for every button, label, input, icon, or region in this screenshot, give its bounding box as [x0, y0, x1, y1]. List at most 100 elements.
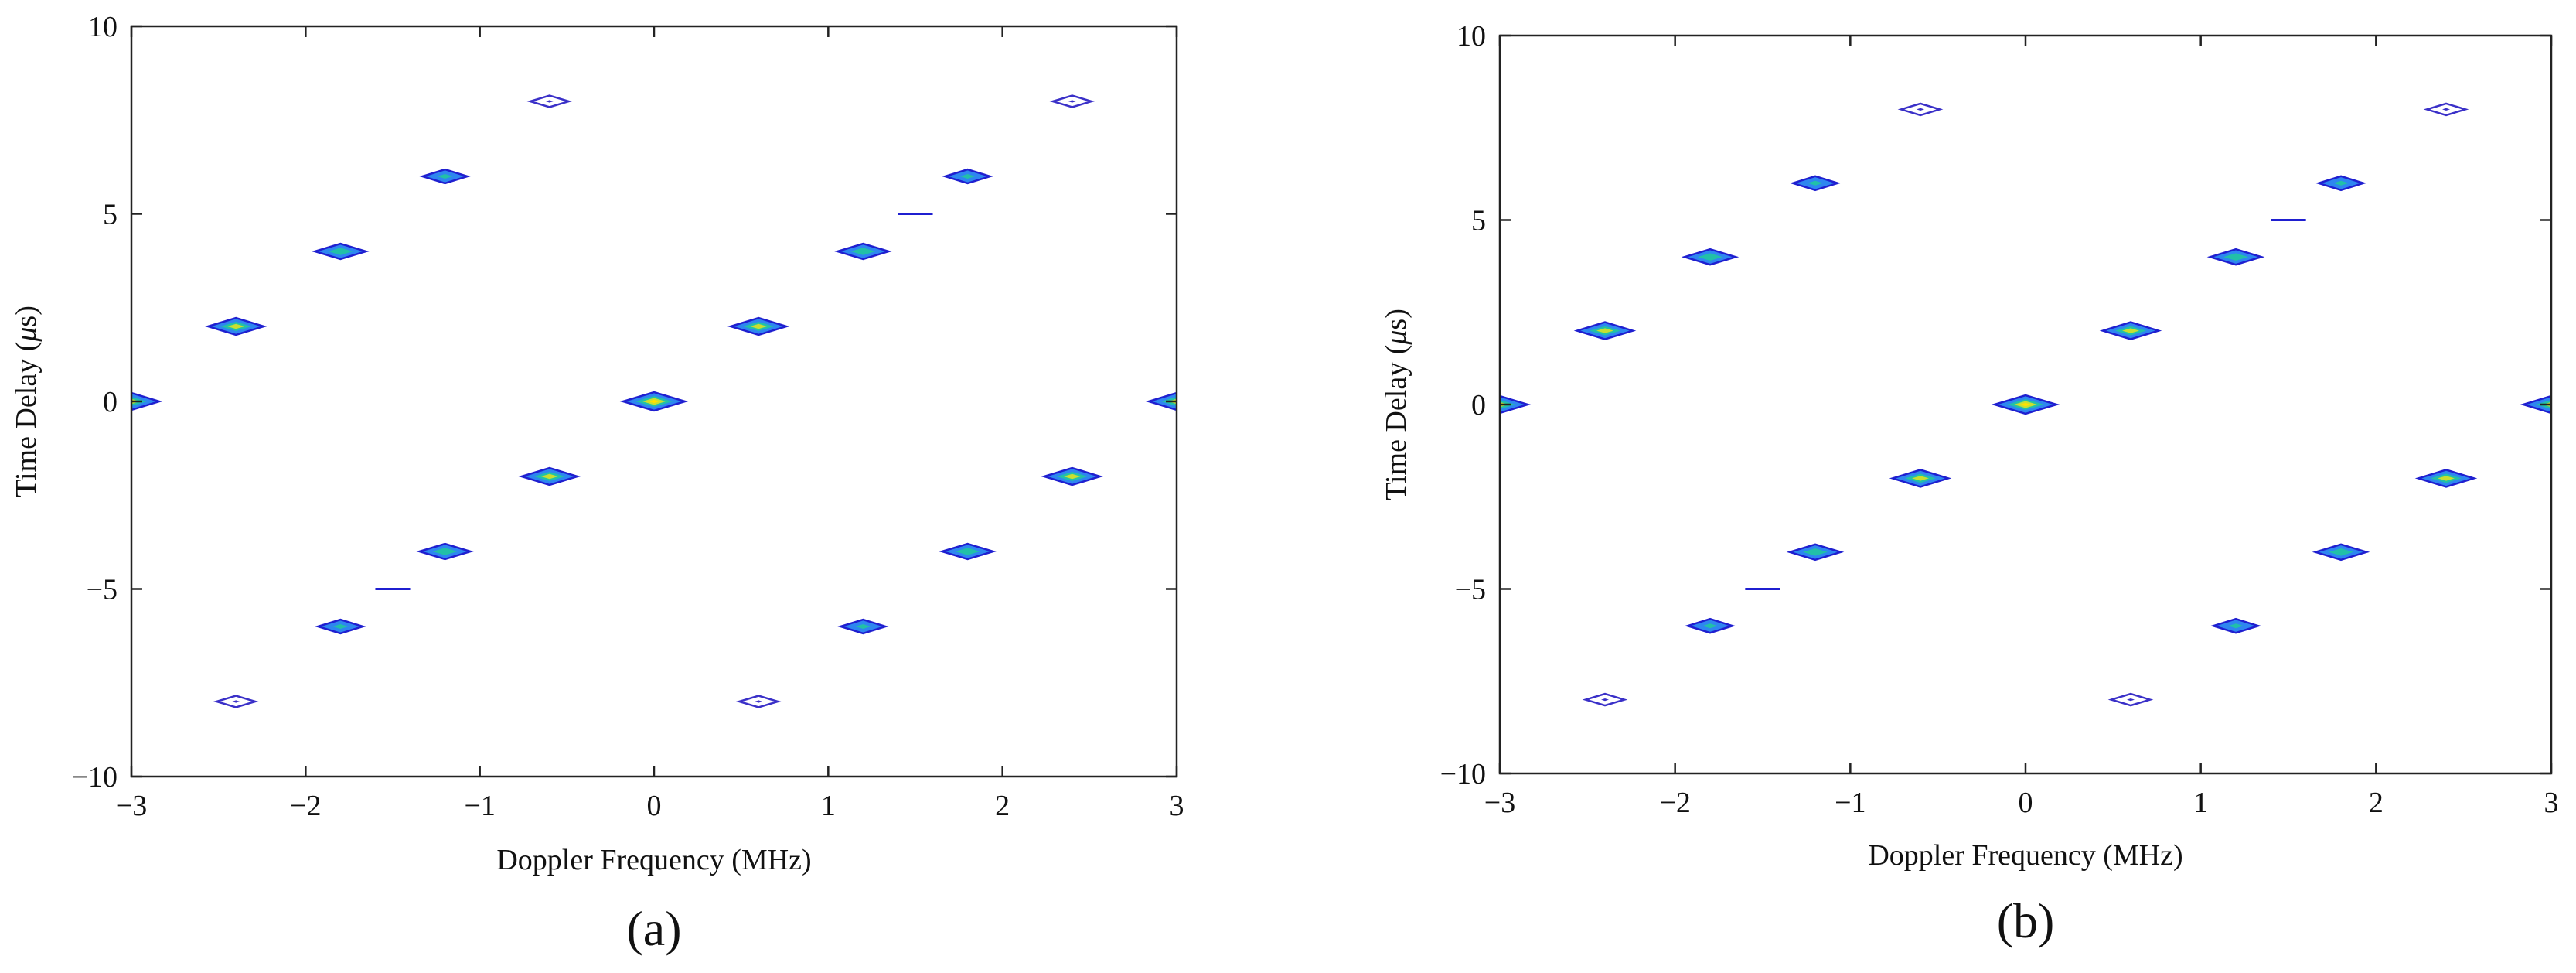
- contour-ring-a-10-2: [1068, 100, 1076, 103]
- contour-ring-a-11-3: [540, 473, 558, 480]
- y-tick-label-b-4: 10: [1457, 20, 1486, 53]
- contour-ring-a-13-2: [332, 624, 349, 629]
- contour-peak-b-13: [1684, 617, 1736, 634]
- contour-peak-a-12: [416, 542, 474, 561]
- contour-peak-a-13: [315, 618, 366, 635]
- y-axis-title-mu-a: μ: [10, 327, 43, 343]
- x-tick-label-b-1: −2: [1659, 787, 1690, 819]
- contour-peak-a-7: [727, 316, 790, 336]
- panel-label-a: (a): [626, 901, 681, 956]
- y-axis-title-a: Time Delay (μs): [10, 306, 43, 497]
- contour-peak-a-9: [942, 168, 993, 185]
- contour-ring-b-10-2: [2442, 108, 2450, 111]
- contour-ring-a-4-2: [328, 248, 353, 255]
- contour-ring-a-14-2: [232, 700, 240, 703]
- contour-ring-a-15-3: [1063, 473, 1081, 480]
- x-tick-label-b-4: 1: [2193, 787, 2208, 819]
- contour-peak-b-6: [1897, 102, 1944, 117]
- contour-ring-a-8-2: [850, 248, 876, 255]
- y-tick-label-b-1: −5: [1455, 574, 1486, 606]
- y-tick-label-a-3: 5: [103, 199, 118, 231]
- contour-peak-b-18: [2107, 692, 2154, 707]
- y-tick-label-b-2: 0: [1471, 389, 1486, 422]
- y-ticks-b: −10 −5 0 5 10: [1440, 20, 2551, 790]
- y-tick-label-a-2: 0: [103, 386, 118, 418]
- contour-ring-b-16-2: [2329, 548, 2353, 556]
- y-tick-label-b-3: 5: [1471, 205, 1486, 237]
- x-tick-label-a-0: −3: [116, 790, 147, 822]
- contour-peak-b-15: [2414, 469, 2478, 488]
- contour-ring-b-4-2: [1698, 253, 1722, 261]
- contour-peak-b-8: [2206, 248, 2265, 266]
- y-ticks-a: −10 −5 0 5 10: [72, 11, 1177, 794]
- contour-ring-a-5-2: [437, 174, 453, 179]
- contour-ring-a-1-4: [649, 399, 659, 404]
- contour-ring-a-7-3: [750, 323, 768, 329]
- contour-ring-b-7-3: [2122, 328, 2139, 333]
- contour-ring-b-3-3: [1596, 328, 1613, 333]
- contour-peak-b-4: [1681, 248, 1739, 266]
- y-axis-title-b: Time Delay (μs): [1380, 309, 1412, 500]
- contour-peak-b-16: [2312, 543, 2370, 562]
- y-axis-title-prefix-b: Time Delay (: [1380, 345, 1412, 500]
- contour-peak-b-5: [1789, 175, 1842, 192]
- y-axis-title-suffix-a: s): [10, 306, 43, 326]
- y-tick-label-a-4: 10: [88, 11, 118, 43]
- contour-peak-a-17: [837, 618, 889, 635]
- panel-label-b: (b): [1997, 893, 2055, 948]
- contour-peak-b-11: [1889, 469, 1952, 488]
- contour-peak-a-10: [1049, 94, 1095, 108]
- contour-peak-a-16: [939, 542, 997, 561]
- x-tick-label-a-2: −1: [464, 790, 495, 822]
- contour-ring-a-12-2: [432, 548, 458, 555]
- contour-peak-a-6: [526, 94, 573, 108]
- y-tick-label-b-0: −10: [1440, 758, 1486, 790]
- contour-ring-b-6-2: [1917, 108, 1924, 111]
- contour-peak-a-11: [518, 466, 581, 486]
- x-tick-label-a-6: 3: [1170, 790, 1184, 822]
- contour-peak-b-10: [2423, 102, 2469, 117]
- x-tick-label-b-6: 3: [2544, 787, 2559, 819]
- x-tick-label-a-4: 1: [821, 790, 836, 822]
- x-tick-label-b-0: −3: [1484, 787, 1515, 819]
- x-axis-title-b: Doppler Frequency (MHz): [1868, 839, 2182, 872]
- contour-ring-b-11-3: [1912, 476, 1929, 481]
- contour-peak-a-14: [213, 695, 259, 708]
- y-tick-label-a-0: −10: [72, 761, 118, 794]
- contour-peak-b-12: [1786, 543, 1845, 562]
- contour-peak-a-8: [834, 242, 892, 261]
- contour-peak-b-9: [2315, 175, 2367, 192]
- contour-ring-b-9-2: [2333, 180, 2349, 186]
- contour-peak-b-1: [1991, 394, 2060, 415]
- contour-peak-a-3: [204, 316, 267, 336]
- contour-ring-a-17-2: [855, 624, 871, 629]
- contour-ring-b-8-2: [2223, 253, 2248, 261]
- contour-ring-a-18-2: [755, 700, 763, 703]
- contour-ring-a-16-2: [955, 548, 980, 555]
- contour-peak-a-5: [419, 168, 471, 185]
- contour-peak-b-17: [2210, 617, 2262, 634]
- x-tick-label-a-5: 2: [995, 790, 1010, 822]
- contour-peak-b-14: [1582, 692, 1628, 707]
- contour-ring-b-18-2: [2127, 698, 2135, 702]
- contour-peak-a-4: [312, 242, 370, 261]
- y-tick-label-a-1: −5: [87, 574, 118, 606]
- contour-marks-b: [1500, 102, 2551, 707]
- x-axis-title-a: Doppler Frequency (MHz): [496, 844, 811, 876]
- y-axis-title-mu-b: μ: [1380, 330, 1412, 346]
- contour-ring-b-13-2: [1702, 623, 1718, 629]
- x-tick-label-b-2: −1: [1835, 787, 1866, 819]
- contour-ring-a-6-2: [545, 100, 554, 103]
- contour-ring-b-15-3: [2438, 476, 2455, 481]
- contour-peak-b-7: [2099, 321, 2162, 340]
- x-tick-label-a-3: 0: [647, 790, 662, 822]
- contour-peak-b-3: [1573, 321, 1637, 340]
- x-tick-label-a-1: −2: [290, 790, 321, 822]
- contour-ring-b-14-2: [1601, 698, 1609, 702]
- contour-ring-b-12-2: [1803, 548, 1828, 556]
- y-axis-title-suffix-b: s): [1380, 309, 1412, 329]
- contour-peak-a-15: [1041, 466, 1104, 486]
